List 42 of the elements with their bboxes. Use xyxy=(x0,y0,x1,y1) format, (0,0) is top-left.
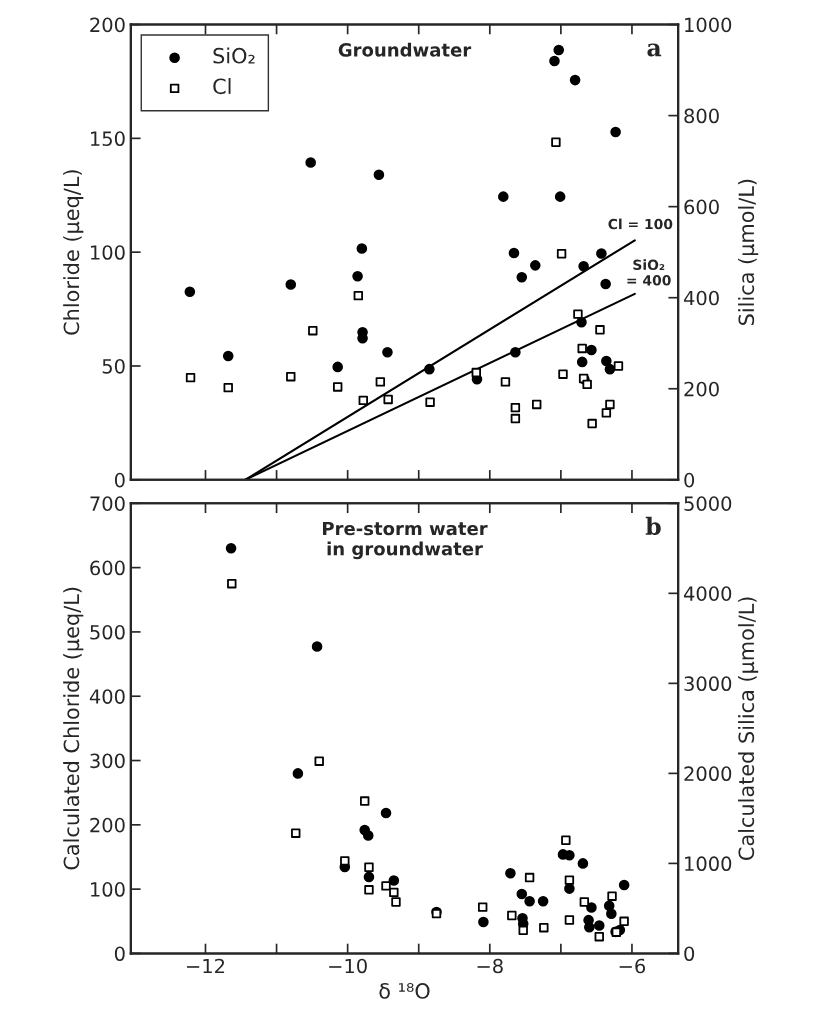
y2-tick-label: 400 xyxy=(683,290,719,306)
y2-tick-label: 3000 xyxy=(684,676,732,692)
y2-tick-label: 2000 xyxy=(684,766,732,782)
y-tick-label: 0 xyxy=(114,472,125,488)
annotation: Cl = 100 xyxy=(608,218,673,230)
x-tick-label: −8 xyxy=(477,958,503,974)
y-tick-label: 150 xyxy=(91,131,125,147)
y2-axis-title: Silica (µmol/L) xyxy=(738,179,759,325)
legend-label: SiO₂ xyxy=(213,47,255,64)
annotation: Pre-storm water in groundwater xyxy=(323,521,488,560)
annotation: a xyxy=(647,43,662,57)
y2-tick-label: 0 xyxy=(684,946,695,962)
y-tick-label: 50 xyxy=(102,358,125,374)
x-tick-label: −12 xyxy=(187,958,225,974)
y2-tick-label: 0 xyxy=(684,472,695,488)
legend-label: Cl xyxy=(213,78,231,95)
y-tick-label: 100 xyxy=(91,245,125,260)
y2-tick-label: 1000 xyxy=(685,17,732,33)
y-tick-label: 200 xyxy=(90,17,125,33)
x-tick-label: −6 xyxy=(619,958,646,974)
y2-tick-label: 800 xyxy=(684,108,719,124)
y2-tick-label: 1000 xyxy=(685,856,732,872)
y-tick-label: 100 xyxy=(91,882,125,897)
y-tick-label: 200 xyxy=(90,817,125,833)
y-tick-label: 500 xyxy=(90,624,125,640)
annotation: Groundwater xyxy=(338,42,472,57)
y2-tick-label: 600 xyxy=(684,199,719,215)
y-tick-label: 300 xyxy=(90,753,125,769)
y2-tick-label: 200 xyxy=(684,381,719,397)
y-tick-label: 700 xyxy=(90,496,125,511)
y-axis-title: Chloride (µeq/L) xyxy=(63,170,84,335)
y2-tick-label: 4000 xyxy=(683,586,732,601)
y-axis-title: Calculated Chloride (µeq/L) xyxy=(63,587,84,870)
y-tick-label: 0 xyxy=(114,946,125,962)
annotation: SiO₂ = 400 xyxy=(627,259,671,286)
x-axis-title: δ ¹⁸O xyxy=(379,983,430,999)
y2-axis-title: Calculated Silica (µmol/L) xyxy=(738,597,759,860)
y-tick-label: 400 xyxy=(89,689,125,704)
x-tick-label: −10 xyxy=(329,958,367,974)
annotation: b xyxy=(645,516,661,536)
y2-tick-label: 5000 xyxy=(684,496,732,511)
y-tick-label: 600 xyxy=(90,560,125,576)
